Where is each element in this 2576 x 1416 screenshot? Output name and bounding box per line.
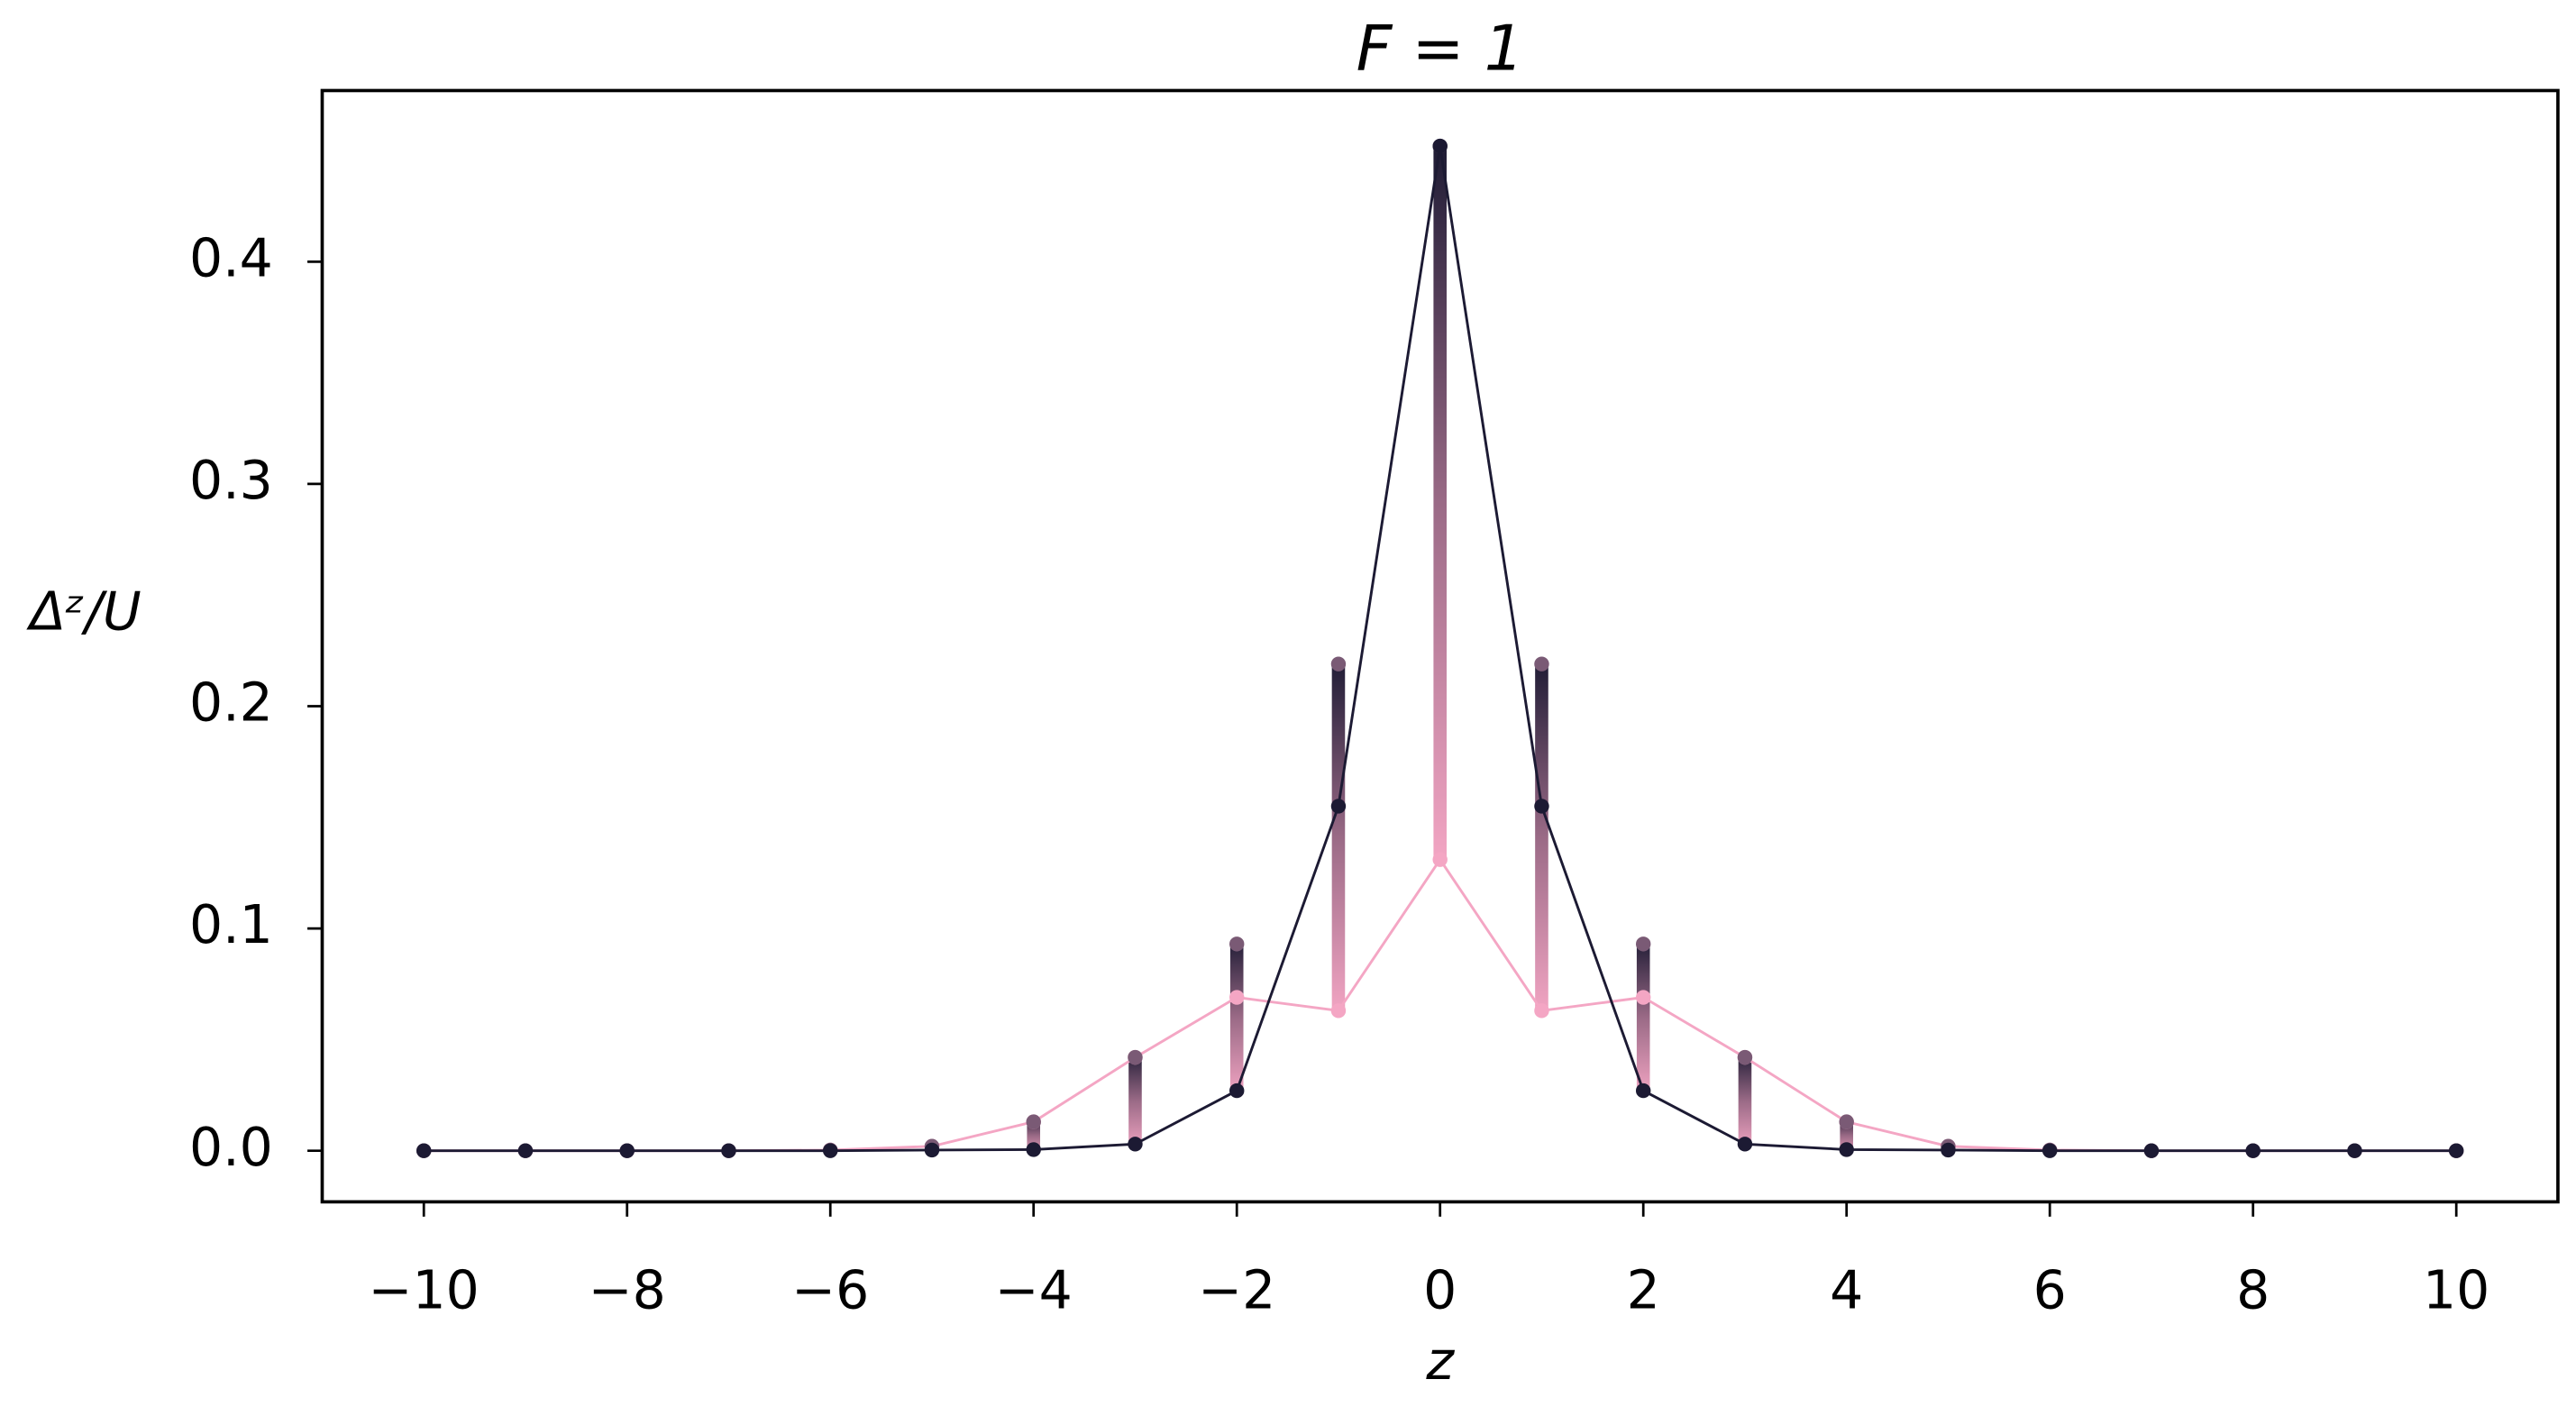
data-point [1026, 1142, 1041, 1157]
data-point [1229, 936, 1245, 952]
data-point [1534, 656, 1549, 671]
x-tick-label: 8 [2236, 1260, 2270, 1321]
data-point [1635, 1083, 1651, 1099]
data-point [823, 1143, 838, 1158]
plot-frame [320, 88, 2560, 1204]
sweep-column [1433, 139, 1448, 866]
data-point [1229, 990, 1245, 1005]
data-point [1330, 799, 1347, 814]
data-point [1839, 1114, 1854, 1129]
data-point [1128, 1049, 1143, 1065]
data-point [924, 1142, 940, 1158]
data-point [721, 1143, 736, 1158]
data-point [2042, 1143, 2058, 1158]
y-tick-label: 0.0 [189, 1117, 273, 1178]
y-tick-label: 0.1 [189, 894, 273, 955]
data-point [1330, 656, 1347, 671]
x-tick-label: −10 [369, 1260, 480, 1321]
data-point [1737, 1137, 1753, 1152]
y-tick-label: 0.4 [189, 227, 273, 288]
sweep-column [1229, 937, 1244, 1098]
data-point [1432, 852, 1448, 867]
y-tick-label: 0.3 [189, 450, 273, 511]
data-point [2448, 1143, 2464, 1158]
data-point [619, 1143, 635, 1158]
sweep-column [1738, 1050, 1752, 1151]
sweep-column [1331, 657, 1346, 1018]
data-point [1026, 1114, 1041, 1129]
data-point [1432, 138, 1448, 154]
x-tick-label: 4 [1830, 1260, 1863, 1321]
y-tick-label: 0.2 [189, 672, 273, 734]
sweep-column [1535, 657, 1548, 1018]
x-tick-label: −8 [589, 1260, 666, 1321]
data-point [1229, 1083, 1245, 1099]
sweep-column [1128, 1050, 1142, 1151]
x-tick-label: 10 [2423, 1260, 2489, 1321]
x-tick-label: −6 [791, 1260, 869, 1321]
data-point [1941, 1142, 1956, 1158]
data-point [1635, 990, 1651, 1005]
data-point [517, 1143, 534, 1158]
x-tick-label: 0 [1423, 1260, 1457, 1321]
data-point [1839, 1142, 1854, 1157]
series-line [424, 857, 2457, 1153]
sweep-column [1636, 937, 1650, 1098]
data-point [1330, 1003, 1347, 1019]
x-tick-label: −2 [1198, 1260, 1275, 1321]
data-point [1128, 1137, 1143, 1152]
y-axis-label: Δᶻ/U [26, 580, 142, 642]
x-tick-label: 2 [1627, 1260, 1660, 1321]
data-point [1737, 1049, 1753, 1065]
data-point [2347, 1143, 2362, 1158]
data-point [416, 1143, 432, 1158]
x-tick-label: −4 [995, 1260, 1073, 1321]
chart-title: F = 1 [1357, 14, 1524, 86]
data-point [1635, 936, 1651, 952]
data-point [2245, 1143, 2261, 1158]
data-point [2143, 1143, 2160, 1158]
data-point [1534, 799, 1549, 814]
data-point [1534, 1003, 1549, 1019]
x-tick-label: 6 [2033, 1260, 2067, 1321]
x-axis-label: z [1425, 1330, 1455, 1392]
